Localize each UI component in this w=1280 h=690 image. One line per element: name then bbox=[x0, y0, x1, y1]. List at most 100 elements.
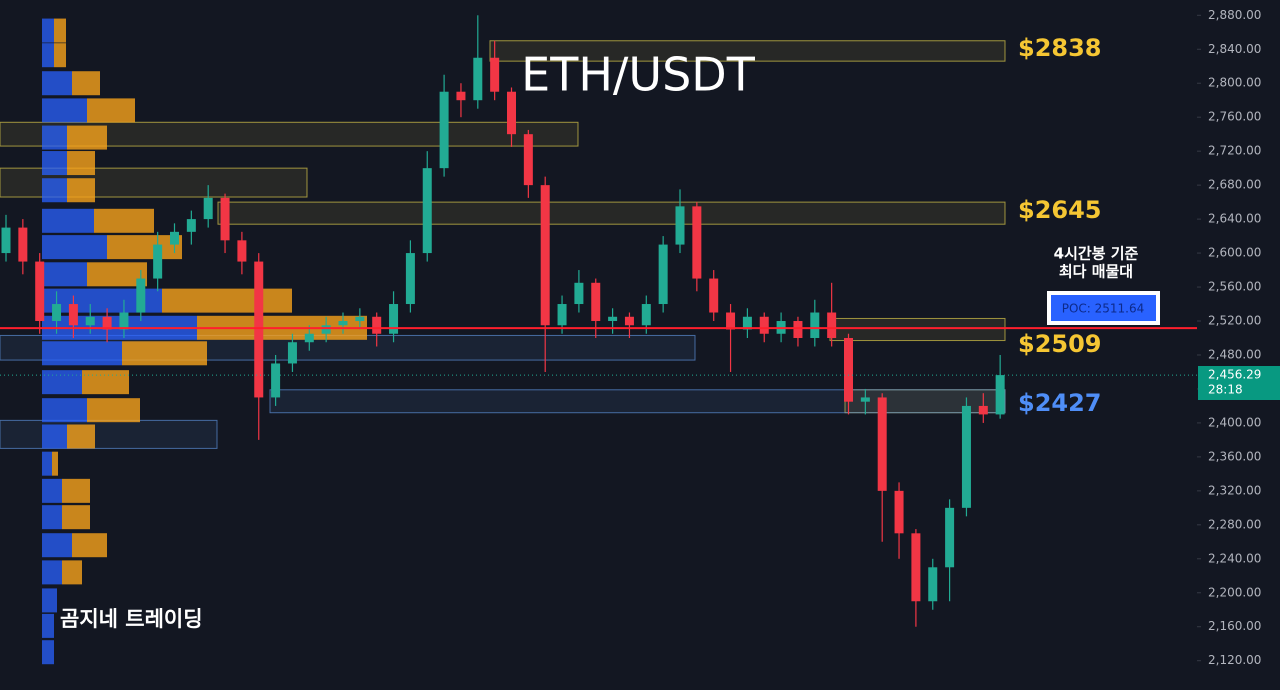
y-tick-label: 2,600.00 bbox=[1208, 246, 1261, 260]
candle-body bbox=[742, 316, 752, 330]
candle-body bbox=[844, 337, 853, 402]
candle-body bbox=[978, 405, 988, 415]
profile-sell bbox=[67, 178, 95, 203]
profile-sell bbox=[62, 560, 82, 585]
countdown: 28:18 bbox=[1208, 383, 1243, 397]
zone bbox=[0, 121, 579, 147]
zone bbox=[217, 201, 1006, 225]
profile-sell bbox=[67, 424, 95, 449]
candle-body bbox=[726, 312, 736, 330]
candle-body bbox=[422, 168, 432, 254]
profile-buy bbox=[42, 178, 67, 203]
candle-body bbox=[945, 507, 955, 568]
poc-note: 4시간봉 기준 bbox=[1054, 245, 1139, 263]
profile-buy bbox=[42, 235, 107, 260]
y-tick-label: 2,800.00 bbox=[1208, 76, 1261, 90]
zone-label: $2509 bbox=[1018, 330, 1102, 358]
y-tick-label: 2,240.00 bbox=[1208, 551, 1261, 565]
candle-body bbox=[405, 253, 415, 305]
zone-label: $2427 bbox=[1018, 389, 1102, 417]
candle-body bbox=[355, 316, 365, 322]
candle-body bbox=[911, 533, 921, 602]
candle-body bbox=[827, 312, 837, 338]
candles bbox=[1, 15, 1005, 627]
profile-buy bbox=[42, 451, 52, 476]
profile-buy bbox=[42, 208, 94, 233]
zone-label: $2838 bbox=[1018, 34, 1102, 62]
profile-sell bbox=[67, 151, 95, 176]
candle-body bbox=[153, 244, 163, 279]
profile-sell bbox=[94, 208, 154, 233]
profile-buy bbox=[42, 588, 57, 613]
overlay: 2,120.00 2,160.00 2,200.00 2,240.00 2,280.00… bbox=[0, 8, 1261, 667]
candle-body bbox=[641, 304, 651, 326]
candle-body bbox=[18, 227, 28, 262]
profile-buy bbox=[42, 151, 67, 176]
candle-body bbox=[52, 304, 62, 322]
profile-buy bbox=[42, 370, 82, 395]
candle-body bbox=[119, 312, 129, 330]
zone bbox=[829, 317, 1006, 342]
candle-body bbox=[68, 304, 78, 326]
last-price-label: 2,456.29 bbox=[1208, 368, 1261, 382]
candle-body bbox=[860, 397, 870, 402]
profile-sell bbox=[54, 18, 66, 43]
profile-sell bbox=[67, 125, 107, 150]
candle-body bbox=[995, 375, 1005, 415]
y-tick-label: 2,880.00 bbox=[1208, 8, 1261, 22]
candle-body bbox=[591, 282, 601, 322]
profile-sell bbox=[122, 341, 207, 366]
candle-body bbox=[574, 282, 584, 305]
candle-body bbox=[304, 333, 314, 343]
profile-sell bbox=[54, 43, 66, 68]
candle-body bbox=[271, 363, 281, 398]
profile-buy bbox=[42, 18, 54, 43]
zone-label: $2645 bbox=[1018, 196, 1102, 224]
profile-buy bbox=[42, 424, 67, 449]
candle-body bbox=[692, 206, 702, 279]
candle-body bbox=[338, 321, 348, 326]
candle-body bbox=[507, 91, 516, 135]
candle-body bbox=[675, 206, 685, 245]
candle-body bbox=[389, 304, 399, 334]
y-tick-label: 2,840.00 bbox=[1208, 42, 1261, 56]
y-tick-label: 2,400.00 bbox=[1208, 415, 1261, 429]
candle-body bbox=[456, 91, 466, 101]
profile-sell bbox=[87, 398, 140, 423]
candle-body bbox=[1, 227, 11, 254]
profile-sell bbox=[72, 533, 107, 558]
profile-buy bbox=[42, 505, 62, 530]
y-tick-label: 2,120.00 bbox=[1208, 653, 1261, 667]
profile-buy bbox=[42, 43, 54, 68]
candle-body bbox=[85, 316, 95, 326]
y-tick-label: 2,760.00 bbox=[1208, 110, 1261, 124]
candle-body bbox=[877, 397, 887, 491]
candle-body bbox=[102, 316, 112, 330]
candle-body bbox=[170, 231, 179, 245]
candle-body bbox=[321, 325, 331, 334]
y-tick-label: 2,640.00 bbox=[1208, 212, 1261, 226]
zone bbox=[269, 389, 1006, 414]
profile-buy bbox=[42, 71, 72, 96]
poc-note: 최다 매물대 bbox=[1059, 263, 1133, 281]
y-tick-label: 2,280.00 bbox=[1208, 517, 1261, 531]
candle-body bbox=[894, 490, 904, 534]
profile-buy bbox=[42, 640, 54, 665]
candle-body bbox=[287, 342, 297, 364]
candle-body bbox=[624, 316, 634, 326]
candle-body bbox=[709, 278, 719, 313]
candle-body bbox=[203, 197, 213, 220]
poc-box bbox=[1051, 295, 1156, 321]
candle-body bbox=[136, 278, 146, 313]
profile-buy bbox=[42, 262, 87, 287]
candle-body bbox=[490, 57, 500, 92]
y-tick-label: 2,480.00 bbox=[1208, 347, 1261, 361]
y-tick-label: 2,160.00 bbox=[1208, 619, 1261, 633]
y-tick-label: 2,720.00 bbox=[1208, 144, 1261, 158]
candle-body bbox=[759, 316, 769, 334]
candle-body bbox=[658, 244, 668, 305]
candle-body bbox=[254, 261, 264, 398]
zone bbox=[489, 40, 1006, 62]
y-tick-label: 2,320.00 bbox=[1208, 483, 1261, 497]
